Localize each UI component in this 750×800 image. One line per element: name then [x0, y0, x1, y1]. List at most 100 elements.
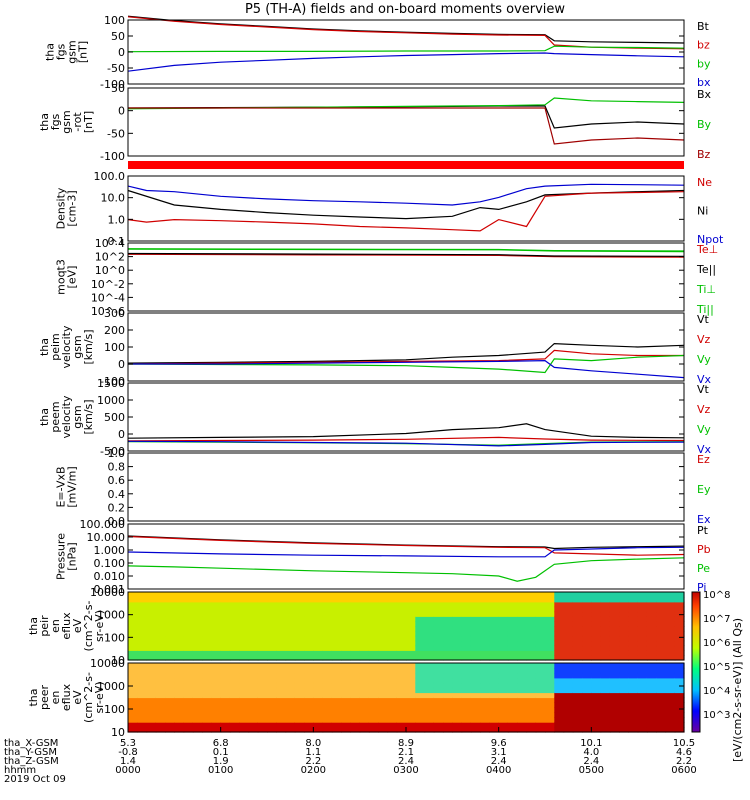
spectrogram-cell	[165, 717, 175, 723]
spectrogram-cell	[646, 616, 657, 622]
spectrogram-cell	[368, 596, 379, 603]
spectrogram-cell	[220, 677, 231, 684]
spectrogram-cell	[572, 596, 583, 603]
spectrogram-cell	[554, 722, 565, 728]
spectrogram-cell	[220, 682, 231, 689]
spectrogram-cell	[656, 707, 667, 713]
legend-entry: Vt	[697, 383, 710, 396]
spectrogram-cell	[183, 687, 194, 694]
spectrogram-cell	[239, 601, 250, 608]
spectrogram-cell	[674, 692, 685, 699]
spectrogram-cell	[341, 611, 351, 617]
y-axis-label: en	[49, 691, 62, 705]
spectrogram-cell	[489, 692, 500, 699]
spectrogram-cell	[248, 616, 259, 622]
spectrogram-cell	[609, 592, 620, 598]
spectrogram-cell	[322, 621, 333, 627]
spectrogram-cell	[452, 601, 463, 608]
spectrogram-cell	[350, 672, 361, 679]
spectrogram-cell	[322, 682, 333, 689]
spectrogram-cell	[378, 727, 389, 733]
spectrogram-cell	[229, 650, 240, 656]
spectrogram-cell	[646, 712, 657, 718]
spectrogram-cell	[507, 672, 518, 679]
spectrogram-cell	[517, 645, 528, 651]
spectrogram-cell	[591, 727, 602, 733]
spectrogram-cell	[368, 616, 379, 622]
spectrogram-cell	[461, 601, 472, 608]
spectrogram-cell	[128, 672, 138, 679]
spectrogram-cell	[239, 663, 250, 669]
spectrogram-cell	[517, 626, 528, 632]
spectrogram-cell	[646, 606, 657, 613]
spectrogram-cell	[229, 672, 240, 679]
series-fgs-bz	[127, 16, 685, 50]
spectrogram-cell	[637, 635, 648, 642]
spectrogram-cell	[646, 663, 657, 669]
spectrogram-cell	[285, 722, 296, 728]
spectrogram-cell	[415, 672, 426, 679]
y-axis-label: eV	[71, 690, 84, 705]
ephemeris-row-label: tha_Z-GSM	[4, 756, 59, 767]
spectrogram-cell	[628, 707, 639, 713]
spectrogram-cell	[535, 630, 546, 637]
spectrogram-cell	[470, 592, 481, 598]
y-axis-label: [km/s]	[82, 399, 95, 434]
spectrogram-cell	[359, 621, 370, 627]
spectrogram-cell	[433, 635, 444, 642]
spectrogram-cell	[229, 692, 240, 699]
spectrogram-cell	[526, 601, 537, 608]
spectrogram-cell	[406, 592, 416, 598]
spectrogram-cell	[331, 692, 342, 699]
spectrogram-cell	[137, 692, 148, 699]
spectrogram-cell	[257, 663, 268, 669]
spectrogram-cell	[628, 640, 639, 647]
spectrogram-cell	[257, 635, 268, 642]
legend-entry: by	[697, 57, 711, 70]
spectrogram-cell	[489, 667, 500, 674]
spectrogram-cell	[452, 712, 463, 718]
spectrogram-cell	[628, 682, 639, 689]
spectrogram-cell	[545, 687, 555, 694]
spectrogram-cell	[591, 663, 602, 669]
spectrogram-cell	[470, 717, 481, 723]
spectrogram-cell	[674, 621, 685, 627]
spectrogram-cell	[267, 650, 277, 656]
spectrogram-cell	[285, 727, 296, 733]
spectrogram-cell	[545, 616, 555, 622]
spectrogram-cell	[461, 611, 472, 617]
spectrogram-cell	[507, 611, 518, 617]
colorbar-tick-label: 10^5	[703, 662, 730, 673]
spectrogram-cell	[563, 626, 574, 632]
spectrogram-cell	[665, 667, 676, 674]
spectrogram-cell	[470, 722, 481, 728]
spectrogram-cell	[248, 592, 259, 598]
x-tick-label: 2.2	[305, 756, 321, 767]
spectrogram-cell	[424, 702, 435, 708]
spectrogram-cell	[396, 677, 407, 684]
spectrogram-cell	[155, 650, 166, 656]
series-peim-Vx	[128, 359, 685, 379]
spectrogram-cell	[489, 702, 500, 708]
spectrogram-cells	[128, 663, 685, 733]
spectrogram-cell	[387, 626, 398, 632]
spectrogram-cell	[155, 707, 166, 713]
spectrogram-cell	[582, 630, 592, 637]
spectrogram-cell	[637, 677, 648, 684]
spectrogram-cell	[526, 645, 537, 651]
spectrogram-cell	[582, 682, 592, 689]
spectrogram-cell	[165, 682, 175, 689]
spectrogram-cell	[507, 692, 518, 699]
spectrogram-cell	[229, 626, 240, 632]
spectrogram-cell	[146, 672, 157, 679]
spectrogram-cell	[294, 592, 305, 598]
spectrogram-cell	[572, 687, 583, 694]
spectrogram-cell	[461, 672, 472, 679]
spectrogram-cell	[656, 663, 667, 669]
spectrogram-cell	[609, 663, 620, 669]
spectrogram-cell	[257, 592, 268, 598]
spectrogram-cell	[415, 692, 426, 699]
spectrogram-cell	[294, 601, 305, 608]
x-tick-label: 3.1	[491, 747, 507, 758]
spectrogram-cell	[406, 712, 416, 718]
